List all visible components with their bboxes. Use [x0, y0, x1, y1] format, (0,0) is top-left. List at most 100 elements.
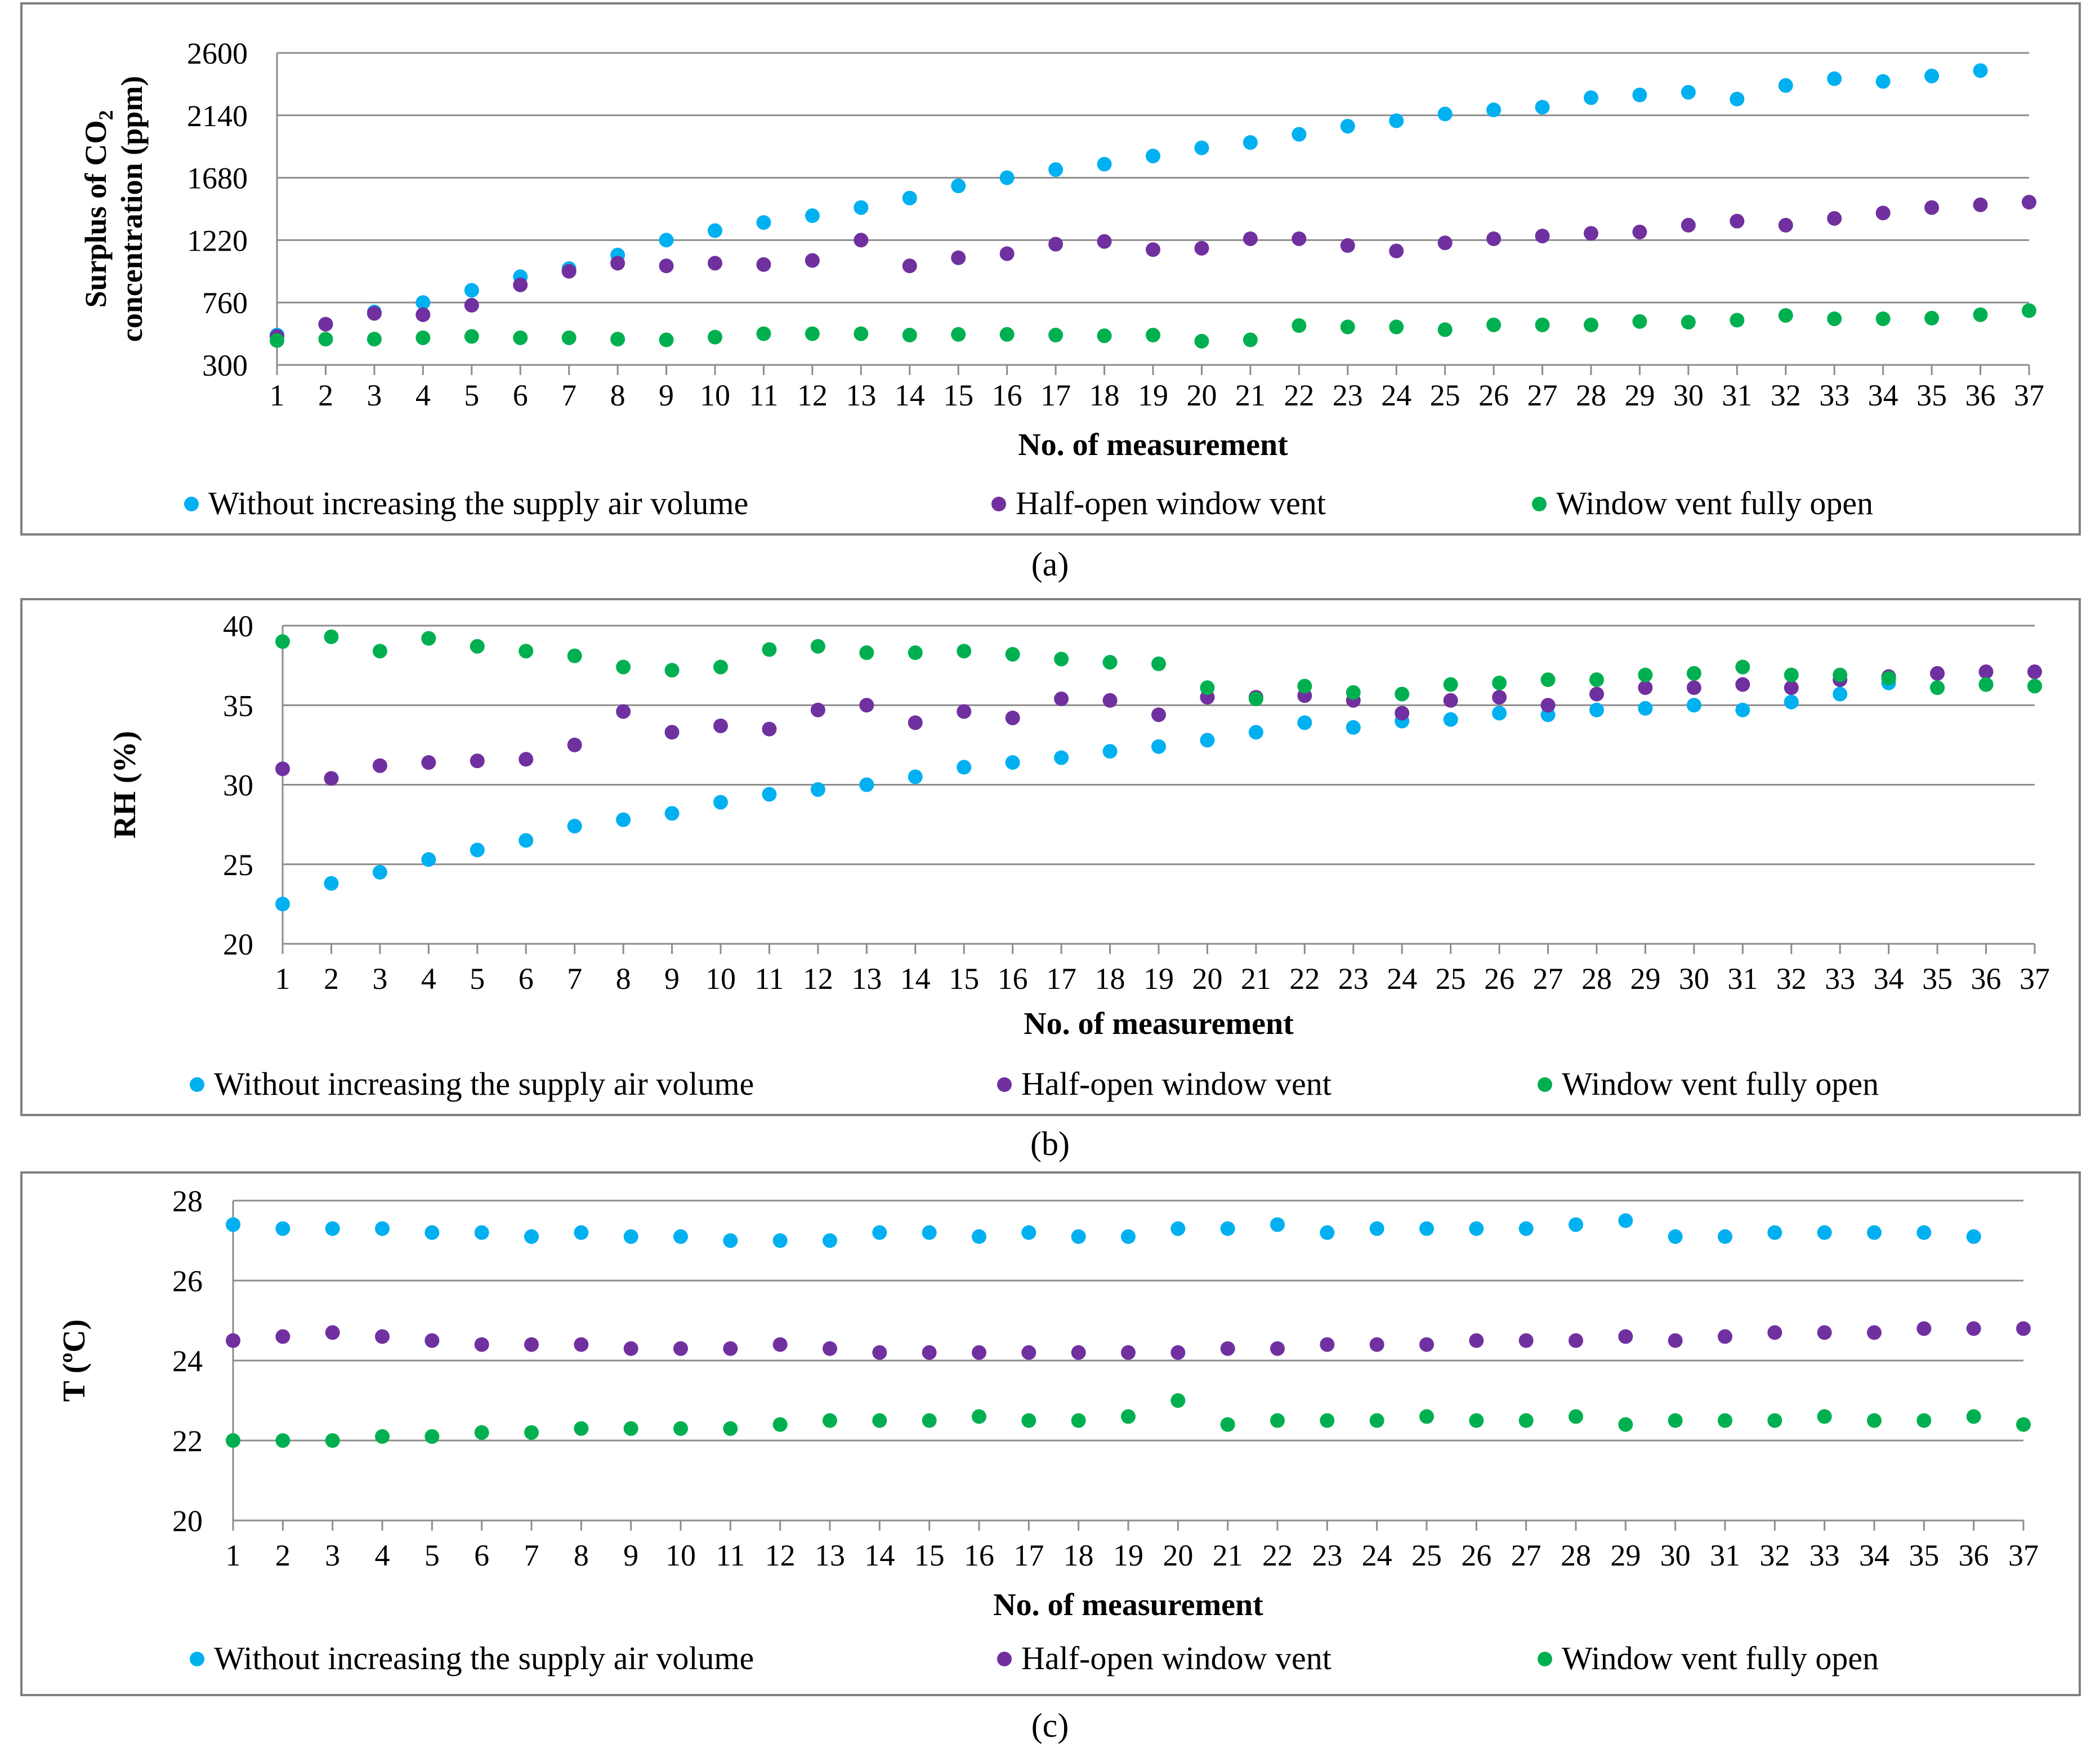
- x-tick-label: 27: [1527, 378, 1558, 412]
- x-tick-label: 29: [1610, 1539, 1641, 1572]
- data-point: [708, 256, 722, 271]
- data-point: [524, 1229, 539, 1244]
- x-tick-label: 28: [1561, 1539, 1591, 1572]
- data-point: [1194, 333, 1209, 349]
- legend-marker: [991, 497, 1006, 511]
- data-point: [616, 812, 631, 827]
- data-point: [318, 332, 333, 347]
- y-tick-label: 30: [223, 769, 253, 802]
- data-point: [922, 1225, 937, 1240]
- data-point: [375, 1329, 390, 1344]
- data-point: [1973, 63, 1988, 78]
- data-point: [415, 295, 431, 310]
- x-tick-label: 23: [1312, 1539, 1342, 1572]
- data-point: [713, 795, 728, 810]
- data-point: [1924, 200, 1940, 215]
- x-tick-label: 22: [1289, 962, 1320, 996]
- data-point: [610, 332, 625, 347]
- data-point: [1486, 102, 1502, 118]
- x-tick-label: 24: [1362, 1539, 1392, 1572]
- x-tick-label: 2: [275, 1539, 291, 1572]
- data-point: [623, 1341, 638, 1356]
- legend-label: Half-open window vent: [1016, 485, 1326, 521]
- data-point: [1784, 694, 1799, 710]
- x-tick-label: 22: [1262, 1539, 1293, 1572]
- data-point: [1419, 1337, 1434, 1352]
- x-tick-label: 21: [1241, 962, 1271, 996]
- x-tick-label: 7: [561, 378, 577, 412]
- data-point: [756, 257, 771, 272]
- x-tick-label: 24: [1381, 378, 1411, 412]
- x-tick-label: 14: [900, 962, 931, 996]
- data-point: [1054, 652, 1069, 667]
- data-point: [470, 639, 485, 654]
- data-point: [823, 1341, 837, 1356]
- data-point: [1102, 744, 1118, 759]
- data-point: [908, 769, 923, 784]
- x-tick-label: 15: [914, 1539, 945, 1572]
- legend-marker: [1538, 1652, 1552, 1666]
- data-point: [1569, 1333, 1583, 1348]
- x-tick-label: 35: [1909, 1539, 1939, 1572]
- x-tick-label: 30: [1660, 1539, 1691, 1572]
- data-point: [1827, 211, 1842, 226]
- x-tick-label: 13: [846, 378, 876, 412]
- data-point: [1151, 739, 1166, 754]
- data-point: [1419, 1409, 1434, 1424]
- x-tick-label: 27: [1511, 1539, 1542, 1572]
- x-tick-label: 29: [1630, 962, 1660, 996]
- data-point: [415, 330, 431, 345]
- data-point: [524, 1425, 539, 1440]
- data-point: [1220, 1341, 1235, 1356]
- data-point: [275, 1433, 291, 1448]
- x-tick-label: 37: [2014, 378, 2044, 412]
- data-point: [1827, 311, 1842, 327]
- data-point: [708, 223, 722, 238]
- data-point: [1638, 680, 1653, 695]
- chart-panel-b: 20 25 30 35 40 1 2 3 4 5 6 7 8 9 10 11 12 13 14 15 16 17 18 19 2…: [20, 598, 2081, 1116]
- data-point: [372, 644, 387, 659]
- x-axis-title: No. of measurement: [1018, 427, 1288, 462]
- data-point: [1638, 667, 1653, 683]
- data-point: [275, 634, 290, 649]
- data-point: [1194, 240, 1209, 256]
- data-point: [1097, 328, 1112, 344]
- data-point: [1584, 226, 1598, 241]
- data-point: [1867, 1225, 1882, 1240]
- data-point: [951, 327, 966, 342]
- data-point: [1486, 231, 1502, 246]
- data-point: [1437, 106, 1453, 122]
- data-point: [859, 645, 874, 661]
- x-tick-label: 36: [1959, 1539, 1989, 1572]
- data-point: [673, 1341, 688, 1356]
- data-point: [1248, 691, 1263, 706]
- x-tick-label: 33: [1825, 962, 1855, 996]
- x-tick-label: 4: [415, 378, 431, 412]
- data-point: [1966, 1321, 1981, 1336]
- data-point: [902, 190, 917, 206]
- data-point: [922, 1413, 937, 1428]
- x-tick-label: 17: [1013, 1539, 1044, 1572]
- data-point: [1492, 706, 1507, 721]
- series-2: [275, 664, 2042, 786]
- x-tick-label: 26: [1478, 378, 1509, 412]
- data-point: [519, 644, 534, 659]
- data-point: [1924, 310, 1940, 325]
- data-point: [1297, 715, 1312, 730]
- data-point: [872, 1225, 887, 1240]
- data-point: [1151, 656, 1166, 671]
- data-point: [1686, 666, 1701, 681]
- data-point: [1518, 1221, 1534, 1236]
- x-tick-label: 24: [1387, 962, 1417, 996]
- data-point: [1248, 725, 1263, 740]
- data-point: [810, 702, 825, 717]
- data-point: [623, 1421, 638, 1436]
- x-tick-label: 26: [1484, 962, 1514, 996]
- x-tick-label: 32: [1759, 1539, 1790, 1572]
- data-point: [772, 1233, 788, 1248]
- data-point: [1021, 1225, 1036, 1240]
- data-point: [854, 233, 869, 248]
- data-point: [762, 642, 777, 657]
